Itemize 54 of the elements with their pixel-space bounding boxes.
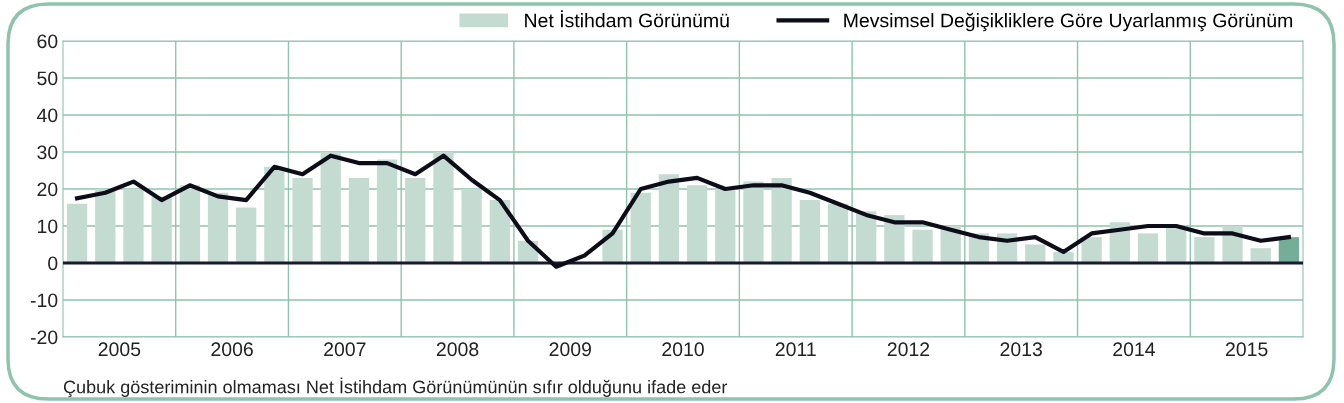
y-tick-label: 60 bbox=[37, 34, 58, 49]
x-tick-label: 2014 bbox=[1113, 342, 1155, 357]
bar bbox=[658, 174, 680, 263]
bar bbox=[827, 203, 849, 263]
bar bbox=[1025, 244, 1046, 263]
text: Çubuk gösteriminin olmaması Net İstihdam Görünümünün sıfır olduğunu ifade eder bbox=[63, 377, 728, 397]
y-tick-label: 50 bbox=[37, 71, 58, 86]
bar bbox=[179, 185, 200, 263]
bar bbox=[771, 177, 792, 263]
y-tick-label: 0 bbox=[48, 256, 58, 271]
bar bbox=[461, 189, 482, 263]
y-tick-label: 10 bbox=[38, 219, 58, 234]
legend-label: Net İstihdam Görünümü bbox=[525, 10, 729, 28]
bar bbox=[123, 189, 144, 263]
x-tick-label: 2010 bbox=[662, 342, 704, 357]
y-tick-label: 40 bbox=[36, 108, 58, 123]
bar bbox=[715, 189, 736, 263]
bar bbox=[348, 177, 370, 263]
x-tick-label: 2009 bbox=[549, 342, 591, 357]
bar bbox=[405, 177, 426, 263]
x-tick-label: 2015 bbox=[1225, 342, 1268, 357]
bar bbox=[207, 192, 229, 263]
legend-label: Mevsimsel Değişikliklere Göre Uyarlanmış Görünüm bbox=[844, 12, 1293, 32]
bar bbox=[376, 159, 398, 263]
bar bbox=[433, 152, 454, 263]
bar bbox=[292, 177, 313, 263]
bar bbox=[151, 196, 172, 263]
x-tick-label: 2011 bbox=[775, 342, 816, 357]
x-tick-label: 2005 bbox=[98, 342, 141, 357]
line-series bbox=[75, 153, 1291, 269]
x-tick-label: 2013 bbox=[1000, 342, 1042, 357]
x-tick-label: 2007 bbox=[324, 342, 366, 357]
bar bbox=[1250, 248, 1271, 263]
bar bbox=[320, 152, 341, 263]
x-tick-label: 2012 bbox=[887, 342, 930, 357]
bar bbox=[630, 192, 651, 263]
bar bbox=[489, 200, 510, 263]
bar bbox=[799, 200, 820, 263]
y-tick-label: -20 bbox=[30, 330, 58, 345]
y-tick-label: -10 bbox=[30, 293, 58, 308]
bar bbox=[1194, 237, 1215, 263]
bar bbox=[66, 203, 88, 263]
bar bbox=[1081, 237, 1102, 263]
x-tick-label: 2008 bbox=[436, 342, 479, 357]
bar bbox=[264, 166, 285, 263]
bar bbox=[743, 181, 764, 263]
y-tick-label: 30 bbox=[37, 145, 58, 160]
bar bbox=[236, 207, 257, 263]
bar bbox=[912, 229, 933, 263]
bar bbox=[686, 185, 708, 263]
bar bbox=[95, 189, 116, 263]
y-tick-label: 20 bbox=[37, 182, 58, 197]
bar bbox=[1137, 233, 1159, 263]
x-tick-label: 2006 bbox=[211, 342, 253, 357]
